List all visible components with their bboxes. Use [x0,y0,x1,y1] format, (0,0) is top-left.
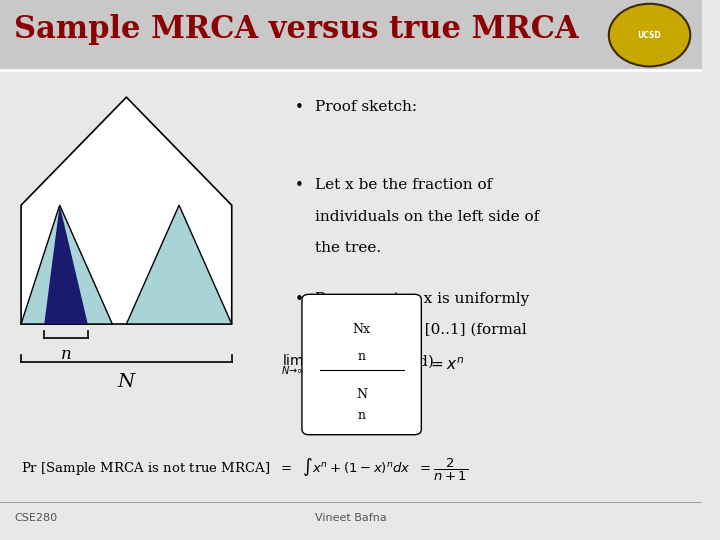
Text: Sample MRCA versus true MRCA: Sample MRCA versus true MRCA [14,14,579,45]
Text: CSE280: CSE280 [14,514,57,523]
Text: By symmetry, x is uniformly: By symmetry, x is uniformly [315,292,529,306]
Text: individuals on the left side of: individuals on the left side of [315,210,539,224]
Circle shape [609,4,690,66]
Polygon shape [44,205,88,324]
Text: n: n [358,409,366,422]
Text: proof required): proof required) [315,354,433,369]
Text: •: • [295,292,304,307]
Text: N: N [356,388,367,401]
Text: UCSD: UCSD [638,31,662,39]
Text: Pr [Sample MRCA is not true MRCA]  $=$  $\int x^n + (1-x)^n dx$  $= \dfrac{2}{n+: Pr [Sample MRCA is not true MRCA] $=$ $\… [21,457,469,483]
Text: N: N [118,373,135,390]
Text: distributed in [0..1] (formal: distributed in [0..1] (formal [315,323,526,337]
Text: n: n [60,346,71,362]
Text: •: • [295,100,304,115]
Text: n: n [358,350,366,363]
Polygon shape [21,97,232,324]
Text: Vineet Bafna: Vineet Bafna [315,514,387,523]
Polygon shape [21,205,112,324]
Text: Let x be the fraction of: Let x be the fraction of [315,178,492,192]
FancyBboxPatch shape [0,0,702,70]
FancyBboxPatch shape [302,294,421,435]
Text: $\lim_{N \to \infty}$: $\lim_{N \to \infty}$ [281,352,305,377]
Text: Proof sketch:: Proof sketch: [315,100,417,114]
Text: •: • [295,178,304,193]
Text: Nx: Nx [353,323,371,336]
Text: $= x^n$: $= x^n$ [428,356,465,373]
Text: the tree.: the tree. [315,241,381,255]
Polygon shape [127,205,232,324]
